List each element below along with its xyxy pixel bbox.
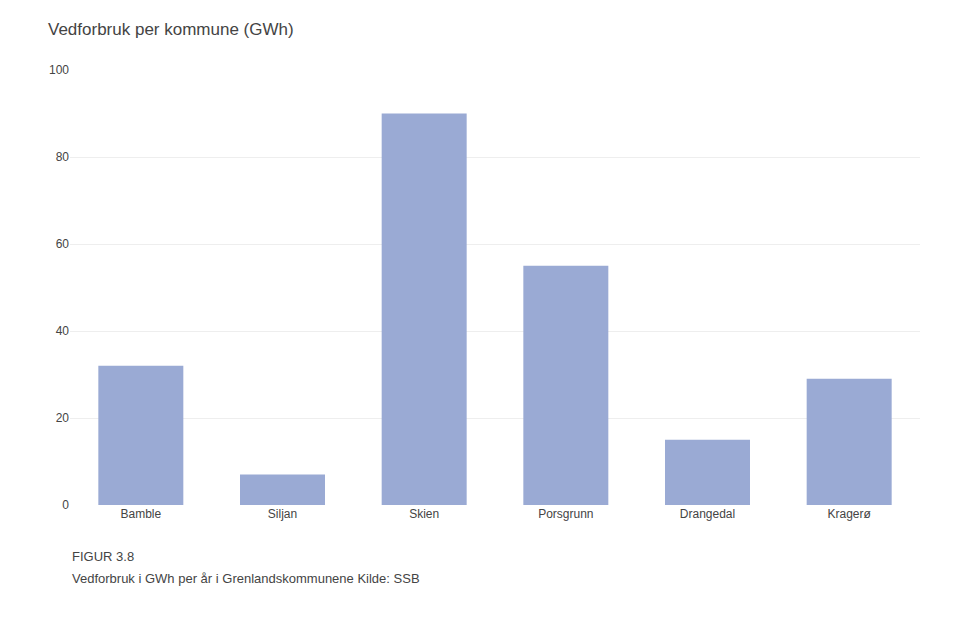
- svg-text:20: 20: [56, 411, 70, 425]
- svg-text:FIGUR 3.8: FIGUR 3.8: [72, 549, 134, 564]
- svg-text:0: 0: [62, 498, 69, 512]
- svg-text:60: 60: [56, 237, 70, 251]
- svg-text:40: 40: [56, 324, 70, 338]
- svg-text:Porsgrunn: Porsgrunn: [538, 507, 593, 521]
- svg-text:Vedforbruk per kommune (GWh): Vedforbruk per kommune (GWh): [48, 20, 294, 39]
- svg-text:Siljan: Siljan: [268, 507, 297, 521]
- svg-text:Bamble: Bamble: [120, 507, 161, 521]
- svg-text:Vedforbruk i GWh per år i Gren: Vedforbruk i GWh per år i Grenlandskommu…: [72, 571, 420, 586]
- svg-text:Skien: Skien: [409, 507, 439, 521]
- svg-text:80: 80: [56, 150, 70, 164]
- svg-text:Kragerø: Kragerø: [827, 507, 871, 521]
- svg-text:Drangedal: Drangedal: [680, 507, 735, 521]
- svg-text:100: 100: [49, 63, 69, 77]
